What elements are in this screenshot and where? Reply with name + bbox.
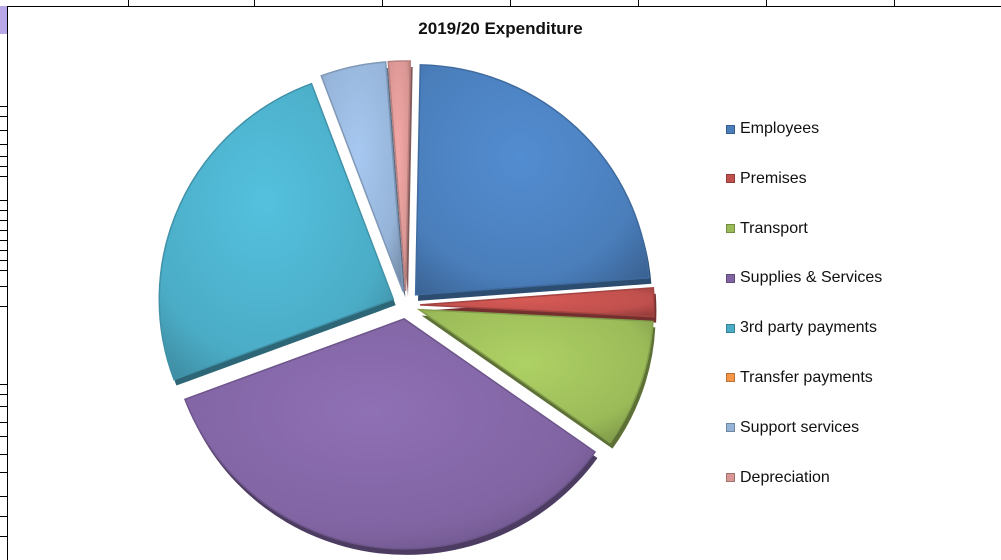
legend-item[interactable]: Support services [726,416,882,440]
grid-row-line [0,144,7,145]
legend-label: Supplies & Services [740,269,883,287]
legend-item[interactable]: Transport [726,217,882,241]
chart-area[interactable]: 2019/20 Expenditure Employees Premises Tra… [8,7,1001,560]
grid-row-line [0,436,7,437]
legend-item[interactable]: Supplies & Services [726,266,882,290]
grid-row-line [0,286,7,287]
pie-chart [158,60,657,555]
grid-column-line [638,0,639,6]
legend-swatch [726,323,735,333]
grid-row-line [0,166,7,167]
grid-column-line [894,0,895,6]
grid-column-line [382,0,383,6]
legend-label: Transfer payments [740,368,873,386]
grid-row-line [0,516,7,517]
legend-label: 3rd party payments [740,319,877,337]
grid-row-line [0,240,7,241]
grid-row-line [0,250,7,251]
legend-label: Premises [740,169,807,187]
grid-column-line [766,0,767,6]
pie-slice-supplies-services[interactable] [183,318,597,550]
grid-row-line [0,406,7,407]
grid-row-line [0,496,7,497]
grid-row-line [0,260,7,261]
legend-item[interactable]: Premises [726,167,882,191]
pie-slice-3rd-party-payments[interactable] [158,82,395,381]
legend-swatch [726,373,735,383]
legend-swatch [726,273,735,283]
grid-row-line [0,156,7,157]
legend-swatch [726,473,735,483]
grid-row-line [0,270,7,271]
chart-legend: Employees Premises Transport Supplies & Ser… [726,117,882,515]
grid-row-line [0,306,7,307]
legend-label: Depreciation [740,468,830,486]
pie-slice-employees[interactable] [414,64,650,296]
chart-title: 2019/20 Expenditure [418,19,583,38]
legend-swatch [726,124,735,134]
pie-slice-support-services[interactable] [320,61,404,292]
pie-slice-transport[interactable] [416,308,654,444]
grid-row-line [0,384,7,385]
legend-item[interactable]: Transfer payments [726,366,882,390]
legend-swatch [726,423,735,433]
legend-item[interactable]: Depreciation [726,466,882,490]
grid-row-line [0,116,7,117]
legend-swatch [726,224,735,234]
grid-row-line [0,176,7,177]
legend-swatch [726,174,735,184]
legend-item[interactable]: Employees [726,117,882,141]
selected-cell-highlight [0,6,7,34]
spreadsheet-header-strip [0,0,1001,7]
legend-item[interactable]: 3rd party payments [726,316,882,340]
grid-row-line [0,454,7,455]
legend-label: Support services [740,418,860,436]
grid-row-line [0,210,7,211]
grid-column-line [254,0,255,6]
grid-row-line [0,200,7,201]
spreadsheet-row-strip [0,6,8,560]
grid-row-line [0,130,7,131]
grid-column-line [128,0,129,6]
grid-row-line [0,472,7,473]
pie-slice-premises[interactable] [419,286,655,318]
grid-row-line [0,536,7,537]
pie-slice-depreciation[interactable] [387,60,412,292]
grid-row-line [0,106,7,107]
grid-row-line [0,394,7,395]
legend-label: Employees [740,120,820,137]
grid-column-line [510,0,511,6]
grid-row-line [0,422,7,423]
grid-row-line [0,220,7,221]
grid-row-line [0,230,7,231]
legend-label: Transport [740,219,808,237]
